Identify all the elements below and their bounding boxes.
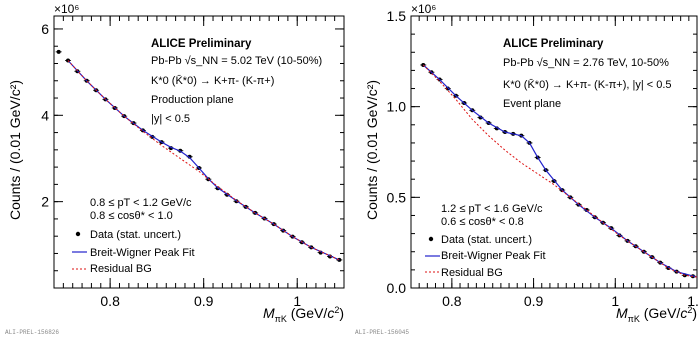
y-tick-label: 0.5 <box>387 189 407 205</box>
x-tick-label: 0.8 <box>442 293 462 309</box>
breit-wigner-fit-line <box>422 64 698 278</box>
preliminary-id: ALI-PREL-156826 <box>5 329 59 336</box>
ann-rapidity: |y| < 0.5 <box>151 113 190 125</box>
residual-bg-line <box>67 60 340 261</box>
ann-plane: Production plane <box>151 94 234 106</box>
ann-system: Pb-Pb √s_NN = 5.02 TeV (10-50%) <box>151 55 322 67</box>
x-tick-label: 1.1 <box>687 293 700 309</box>
x-tick-label: 1 <box>611 293 619 309</box>
ann-title: ALICE Preliminary <box>503 38 604 50</box>
y-axis-label: Counts / (0.01 GeV/c²) <box>7 80 23 220</box>
x-axis: 0.8 0.9 1 <box>53 16 345 309</box>
y-tick-label: 0.0 <box>387 280 407 296</box>
legend-data-label: Data (stat. uncert.) <box>90 229 181 241</box>
plot-marks <box>420 62 698 279</box>
legend-data-label: Data (stat. uncert.) <box>441 234 532 246</box>
ann-title: ALICE Preliminary <box>151 38 252 50</box>
plot-frame <box>53 15 345 289</box>
ann-decay: K*0 (K̄*0) → K+π- (K-π+), |y| < 0.5 <box>503 78 672 91</box>
ann-pt: 1.2 ≤ pT < 1.6 GeV/c <box>441 203 543 215</box>
legend-bg-label: Residual BG <box>441 267 503 279</box>
ann-cos: 0.8 ≤ cosθ* < 1.0 <box>90 210 173 222</box>
legend-data-marker <box>75 231 81 237</box>
legend: Data (stat. uncert.) Breit-Wigner Peak F… <box>72 229 195 275</box>
legend-data-marker <box>428 236 434 242</box>
x-axis-label: MπK (GeV/c2) <box>263 305 344 324</box>
ann-decay: K*0 (K̄*0) → K+π- (K-π+) <box>151 74 274 87</box>
x-tick-label: 0.8 <box>100 293 120 309</box>
x-axis-label: MπK (GeV/c2) <box>616 305 697 324</box>
x-tick-label: 1 <box>293 293 301 309</box>
y-axis: 2 4 6 <box>41 21 344 289</box>
residual-bg-line <box>422 64 698 278</box>
legend-bg-label: Residual BG <box>90 263 152 275</box>
ann-pt: 0.8 ≤ pT < 1.2 GeV/c <box>90 197 192 209</box>
breit-wigner-fit-line <box>67 60 340 261</box>
panel-left: 246 0.8 0.9 1 ×10⁶ Counts / (0.01 GeV/c²) … <box>5 2 345 336</box>
ann-cos: 0.6 ≤ cosθ* < 0.8 <box>441 216 524 228</box>
x-tick-label: 0.9 <box>524 293 544 309</box>
data-point <box>187 154 192 159</box>
y-tick-label: 4 <box>41 107 49 123</box>
plot-frame <box>410 15 698 289</box>
plot-marks <box>55 49 343 262</box>
y-tick-label: 1.0 <box>387 99 407 115</box>
ann-system: Pb-Pb √s_NN = 2.76 TeV, 10-50% <box>503 57 669 69</box>
ann-plane: Event plane <box>503 98 561 110</box>
y-axis-label: Counts / (0.01 GeV/c²) <box>364 80 380 220</box>
x-axis: 0.8 0.9 1 1.1 <box>410 16 700 309</box>
legend: Data (stat. uncert.) Breit-Wigner Peak F… <box>425 234 546 279</box>
y-axis: 0.0 0.5 1.0 1.5 <box>387 8 697 296</box>
exponent-label: ×10⁶ <box>411 2 436 16</box>
panel-right: 0.0 0.5 1.0 1.5 0.8 0.9 1 1.1 ×10⁶ Counts / (0… <box>355 2 700 336</box>
legend-fit-label: Breit-Wigner Peak Fit <box>90 247 195 259</box>
y-tick-label: 6 <box>41 21 49 37</box>
y-tick-label: 2 <box>41 194 49 210</box>
exponent-label: ×10⁶ <box>54 2 79 16</box>
x-tick-label: 0.9 <box>194 293 214 309</box>
y-tick-label: 1.5 <box>387 8 407 24</box>
legend-fit-label: Breit-Wigner Peak Fit <box>441 250 546 262</box>
preliminary-id: ALI-PREL-156045 <box>355 329 409 336</box>
data-point <box>56 49 61 54</box>
